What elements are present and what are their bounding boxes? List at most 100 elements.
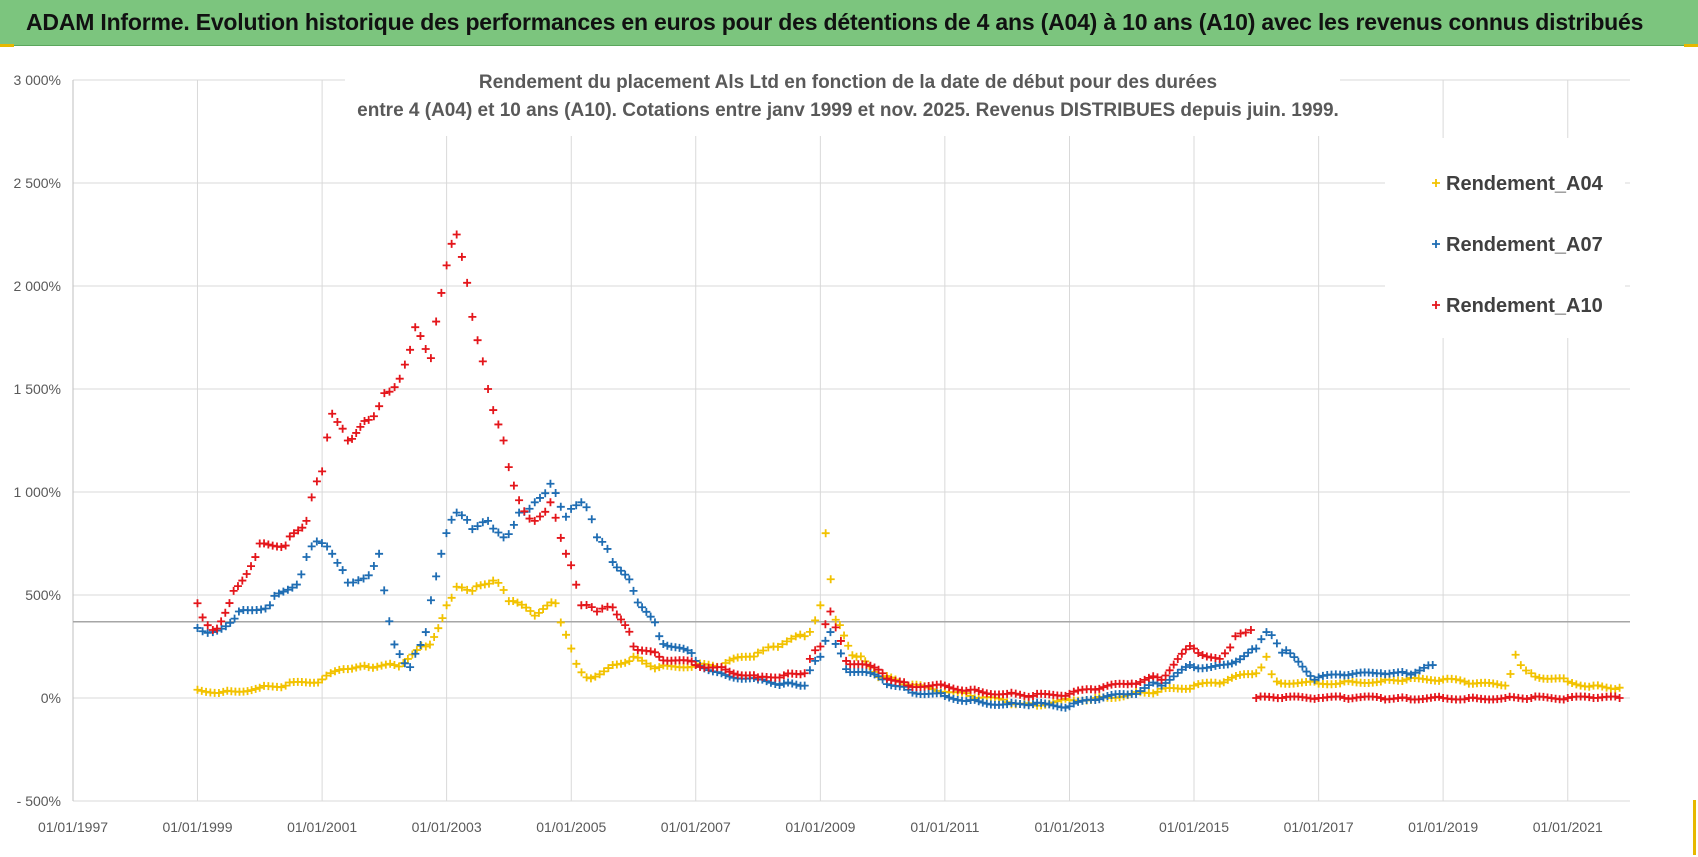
series-marker bbox=[1267, 631, 1276, 640]
series-marker bbox=[457, 583, 466, 592]
data-point bbox=[561, 512, 570, 521]
series-marker bbox=[603, 602, 612, 611]
series-marker bbox=[805, 654, 814, 663]
series-marker bbox=[1493, 680, 1502, 689]
series-marker bbox=[326, 669, 335, 678]
series-marker bbox=[612, 563, 621, 572]
data-point bbox=[281, 681, 290, 690]
data-point bbox=[582, 673, 591, 682]
data-point bbox=[1065, 702, 1074, 711]
series-marker bbox=[621, 570, 630, 579]
data-point bbox=[302, 516, 311, 525]
series-marker bbox=[598, 537, 607, 546]
data-point bbox=[608, 558, 617, 567]
series-marker bbox=[472, 582, 481, 591]
series-marker bbox=[243, 687, 252, 696]
series-marker bbox=[1435, 676, 1444, 685]
series-marker bbox=[591, 672, 600, 681]
series-marker bbox=[556, 618, 565, 627]
series-marker bbox=[279, 587, 288, 596]
x-tick-label: 01/01/2005 bbox=[536, 819, 606, 835]
series-marker bbox=[1248, 670, 1257, 679]
series-marker bbox=[1272, 639, 1281, 648]
series-marker bbox=[650, 618, 659, 627]
series-marker bbox=[494, 578, 503, 587]
y-tick-label: 3 000% bbox=[14, 72, 61, 88]
series-marker bbox=[582, 503, 591, 512]
data-point bbox=[904, 681, 913, 690]
series-marker bbox=[1140, 675, 1149, 684]
series-marker bbox=[1149, 689, 1158, 698]
series-marker bbox=[970, 695, 979, 704]
data-point bbox=[842, 665, 851, 674]
data-point bbox=[318, 675, 327, 684]
series-marker bbox=[348, 434, 357, 443]
data-point bbox=[655, 632, 664, 641]
series-marker bbox=[1451, 675, 1460, 684]
series-marker bbox=[539, 605, 548, 614]
x-tick-label: 01/01/2017 bbox=[1284, 819, 1354, 835]
series-marker bbox=[217, 617, 226, 626]
series-marker bbox=[484, 579, 493, 588]
series-marker bbox=[277, 683, 286, 692]
series-marker bbox=[534, 608, 543, 617]
data-point bbox=[328, 549, 337, 558]
series-marker bbox=[447, 593, 456, 602]
series-marker bbox=[848, 651, 857, 660]
x-tick-label: 01/01/2013 bbox=[1034, 819, 1104, 835]
data-point bbox=[515, 496, 524, 505]
series-marker bbox=[1181, 662, 1190, 671]
series-marker bbox=[1132, 679, 1141, 688]
series-marker bbox=[749, 652, 758, 661]
series-marker bbox=[360, 417, 369, 426]
series-rendement-a04 bbox=[193, 529, 1624, 710]
series-marker bbox=[1202, 652, 1211, 661]
series-marker bbox=[525, 514, 534, 523]
data-point bbox=[281, 541, 290, 550]
series-marker bbox=[1095, 695, 1104, 704]
series-marker bbox=[1282, 646, 1291, 655]
series-marker bbox=[556, 533, 565, 542]
data-point bbox=[1278, 648, 1287, 657]
series-marker bbox=[1435, 692, 1444, 701]
data-point bbox=[826, 628, 835, 637]
series-marker bbox=[900, 678, 909, 687]
series-marker bbox=[283, 585, 292, 594]
series-marker bbox=[1136, 677, 1145, 686]
series-marker bbox=[811, 646, 820, 655]
series-marker bbox=[1298, 662, 1307, 671]
series-marker bbox=[882, 674, 891, 683]
series-marker bbox=[650, 664, 659, 673]
data-point bbox=[468, 525, 477, 534]
series-marker bbox=[679, 644, 688, 653]
series-marker bbox=[1372, 669, 1381, 678]
series-marker bbox=[489, 406, 498, 415]
data-point bbox=[1189, 644, 1198, 653]
series-marker bbox=[1123, 690, 1132, 699]
series-marker bbox=[1165, 666, 1174, 675]
series-marker bbox=[504, 530, 513, 539]
data-point bbox=[1189, 663, 1198, 672]
series-marker bbox=[294, 526, 303, 535]
series-marker bbox=[1231, 672, 1240, 681]
series-marker bbox=[796, 670, 805, 679]
data-point bbox=[1272, 677, 1281, 686]
series-marker bbox=[411, 649, 420, 658]
series-marker bbox=[390, 383, 399, 392]
data-point bbox=[411, 323, 420, 332]
data-point bbox=[655, 652, 664, 661]
series-marker bbox=[1157, 675, 1166, 684]
data-point bbox=[1314, 673, 1323, 682]
series-marker bbox=[1598, 682, 1607, 691]
data-point bbox=[842, 656, 851, 665]
series-marker bbox=[1294, 657, 1303, 666]
data-point bbox=[193, 623, 202, 632]
series-rendement-a07 bbox=[193, 479, 1437, 712]
series-marker bbox=[870, 663, 879, 672]
series-marker bbox=[1049, 701, 1058, 710]
data-point bbox=[753, 648, 762, 657]
data-point bbox=[328, 409, 337, 418]
series-marker bbox=[638, 656, 647, 665]
series-marker bbox=[1223, 675, 1232, 684]
data-point bbox=[219, 687, 228, 696]
